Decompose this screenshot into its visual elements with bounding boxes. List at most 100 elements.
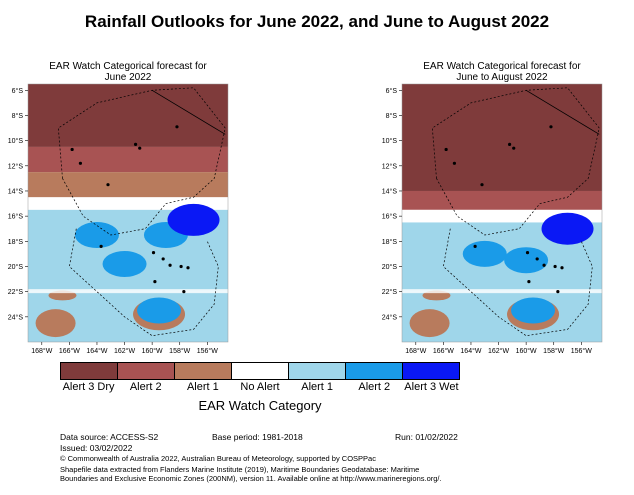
legend-colorbar	[60, 362, 460, 380]
island-marker	[553, 264, 557, 269]
legend-swatch-no-alert	[232, 363, 289, 379]
legend-swatch-alert3-wet	[403, 363, 459, 379]
y-tick-label: 12°S	[382, 162, 398, 170]
category-band	[402, 84, 602, 191]
y-tick-label: 6°S	[386, 87, 398, 95]
map-frame	[401, 83, 603, 343]
category-band	[28, 172, 228, 198]
island-marker	[444, 147, 448, 152]
y-tick-label: 12°S	[8, 162, 24, 170]
island-marker	[549, 125, 553, 129]
map-title-left: EAR Watch Categorical forecast for June …	[28, 61, 228, 83]
legend-swatch-alert1-dry	[175, 363, 232, 379]
island-marker	[507, 142, 512, 147]
island-marker	[473, 244, 477, 248]
island-marker	[153, 279, 157, 284]
eez-boundary	[57, 87, 226, 236]
eez-boundary	[525, 89, 600, 135]
x-tick-label: 168°W	[405, 347, 426, 355]
legend-swatch-alert1-wet	[289, 363, 346, 379]
island-marker	[556, 290, 560, 294]
x-tick-label: 164°W	[460, 347, 481, 355]
island-marker	[512, 146, 516, 150]
x-tick-label: 156°W	[571, 347, 592, 355]
legend-labels: Alert 3 Dry Alert 2 Alert 1 No Alert Ale…	[60, 381, 460, 393]
map-title-right-line1: EAR Watch Categorical forecast for	[423, 61, 581, 72]
island-marker	[161, 257, 165, 261]
island-marker	[182, 290, 186, 294]
x-tick-label: 164°W	[86, 347, 107, 355]
wet-blob	[74, 222, 119, 249]
y-tick-label: 14°S	[8, 187, 24, 195]
island-marker	[138, 146, 142, 150]
island-marker	[525, 251, 530, 255]
island-marker	[186, 266, 190, 270]
island-marker	[179, 264, 183, 269]
issued-date: Issued: 03/02/2022	[60, 443, 133, 453]
forecast-map-june: 168°W 166°W 164°W 162°W 160°W 158°W 156°W 6°S 8°…	[8, 83, 229, 355]
y-tick-label: 18°S	[382, 238, 398, 246]
y-tick-label: 18°S	[8, 238, 24, 246]
y-tick-label: 24°S	[382, 313, 398, 321]
no-alert-strip	[402, 289, 602, 294]
y-tick-label: 10°S	[8, 137, 24, 145]
legend-swatch-alert3-dry	[61, 363, 118, 379]
x-tick-label: 166°W	[59, 347, 80, 355]
x-tick-label: 162°W	[488, 347, 509, 355]
wet-blob	[462, 240, 507, 267]
x-tick-label: 158°W	[543, 347, 564, 355]
island-marker	[480, 183, 484, 187]
map-title-left-line1: EAR Watch Categorical forecast for	[49, 61, 207, 72]
legend-label: Alert 3 Wet	[404, 381, 459, 393]
y-tick-label: 16°S	[382, 213, 398, 221]
map-title-left-line2: June 2022	[104, 72, 152, 83]
y-tick-label: 22°S	[8, 288, 24, 296]
eez-boundary	[151, 89, 226, 135]
y-tick-label: 20°S	[382, 263, 398, 271]
island-marker	[151, 251, 156, 255]
island-marker	[106, 183, 110, 187]
x-tick-label: 168°W	[31, 347, 52, 355]
map-title-right-line2: June to August 2022	[456, 72, 548, 83]
island-marker	[542, 263, 546, 267]
island-marker	[78, 161, 83, 165]
legend-label: Alert 1	[301, 381, 334, 393]
y-tick-label: 20°S	[8, 263, 24, 271]
legend-label: Alert 3 Dry	[62, 381, 115, 393]
wet-blob	[511, 297, 556, 324]
y-tick-label: 24°S	[8, 313, 24, 321]
base-period: Base period: 1981-2018	[212, 432, 303, 442]
dry-patch	[35, 309, 76, 338]
forecast-map-jja: 168°W 166°W 164°W 162°W 160°W 158°W 156°W 6°S 8°…	[382, 83, 603, 355]
category-band	[28, 146, 228, 173]
island-marker	[175, 125, 179, 129]
no-alert-strip	[28, 289, 228, 294]
x-tick-label: 156°W	[197, 347, 218, 355]
legend-label: No Alert	[240, 381, 280, 393]
y-tick-label: 14°S	[382, 187, 398, 195]
shapefile-credit-line2: Boundaries and Exclusive Economic Zones …	[60, 474, 442, 483]
x-tick-label: 166°W	[433, 347, 454, 355]
y-tick-label: 6°S	[12, 87, 24, 95]
wet-blob	[167, 203, 220, 236]
island-marker	[560, 266, 564, 270]
data-source: Data source: ACCESS-S2	[60, 432, 159, 442]
y-tick-label: 16°S	[8, 213, 24, 221]
island-marker	[133, 142, 138, 147]
legend-swatch-alert2-dry	[118, 363, 175, 379]
island-marker	[70, 147, 74, 152]
map-title-right: EAR Watch Categorical forecast for June …	[402, 61, 602, 83]
copyright: © Commonwealth of Australia 2022, Austra…	[60, 454, 376, 463]
shapefile-credit-line1: Shapefile data extracted from Flanders M…	[60, 465, 420, 474]
legend-label: Alert 2	[358, 381, 391, 393]
legend-swatch-alert2-wet	[346, 363, 403, 379]
page-title: Rainfall Outlooks for June 2022, and Jun…	[84, 12, 550, 31]
map-frame	[27, 83, 229, 343]
wet-blob	[541, 212, 594, 245]
island-marker	[99, 244, 103, 248]
island-marker	[527, 279, 531, 284]
x-tick-label: 158°W	[169, 347, 190, 355]
y-tick-label: 8°S	[12, 112, 24, 120]
dry-patch	[409, 309, 450, 338]
x-tick-label: 162°W	[114, 347, 135, 355]
